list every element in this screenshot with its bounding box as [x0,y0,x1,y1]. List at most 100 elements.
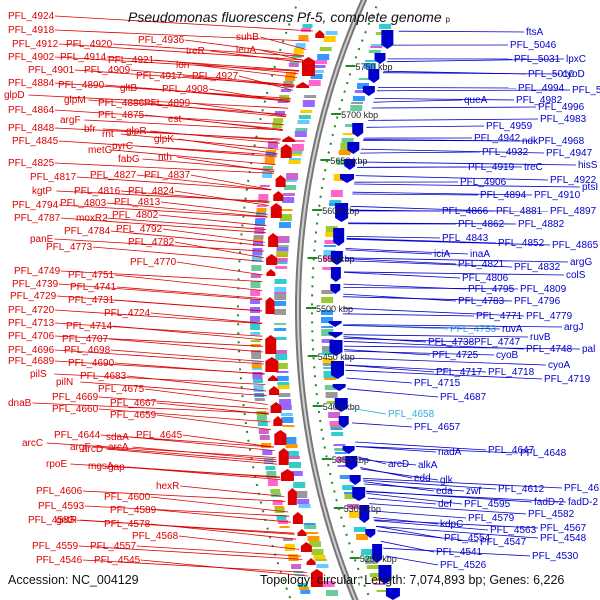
feature-block [298,504,311,508]
left-gene-label: arcC [22,438,43,449]
reverse-gene-arrow [374,53,386,64]
left-gene-label: glpK [154,134,174,145]
right-connector [398,30,525,33]
left-gene-label: PFL_4724 [104,308,151,319]
right-gene-label: colS [566,270,586,281]
left-gene-label: PFL_4782 [128,237,175,248]
left-gene-label: PFL_4773 [46,242,93,253]
left-gene-label: PFL_4784 [64,226,111,237]
feature-block [365,561,378,564]
feature-block [324,385,337,390]
feature-block [274,309,286,315]
left-gene-label: gntR [56,515,77,526]
feature-block [321,346,334,351]
left-gene-label: PFL_4824 [128,186,175,197]
feature-block [251,355,262,359]
left-connector [126,375,267,392]
reverse-gene-arrow [381,30,394,49]
feature-block [267,141,278,148]
left-gene-label: nth [158,152,172,163]
right-connector [344,257,569,263]
right-gene-label: PFL_4959 [486,121,533,132]
right-gene-label: PFL_5046 [510,40,557,51]
reverse-gene-arrow [330,361,344,379]
right-connector [374,520,489,531]
feature-block [325,392,338,398]
feature-block [285,75,296,81]
right-gene-label: PFL_4919 [468,162,515,173]
left-connector [136,174,272,191]
reverse-gene-arrow [328,332,343,338]
feature-block [276,371,289,373]
feature-block [261,443,272,448]
genome-backbone-highlight [297,0,365,600]
left-gene-label: PFL_4899 [144,98,191,109]
left-connector [108,338,264,353]
left-gene-label: PFL_4731 [68,295,115,306]
left-gene-label: PFL_4927 [192,71,239,82]
feature-block [298,115,311,119]
feature-block [270,489,281,493]
forward-gene-arrow [306,558,316,565]
feature-block [276,251,289,255]
feature-block [272,122,283,128]
reverse-gene-arrow [368,69,380,83]
left-connector [130,436,275,451]
feature-block [379,24,392,29]
left-connector [238,75,294,91]
forward-gene-arrow [265,297,275,314]
right-gene-label: PFL_4783 [458,296,505,307]
right-connector [360,151,481,154]
right-gene-label: zwf [466,486,481,497]
feature-block [251,350,261,355]
right-gene-label: PFL_4843 [442,233,489,244]
feature-block [290,471,303,476]
right-connector [366,125,485,128]
left-connector [112,325,263,341]
feature-block [250,323,261,330]
feature-block [253,385,264,392]
feature-block [258,429,269,434]
tick-label: 5650 kbp [330,156,367,166]
right-gene-label: nadA [438,447,462,458]
left-connector [60,217,266,234]
feature-block [250,340,261,342]
right-gene-label: fadD-2 [534,497,564,508]
right-gene-label: PFL_4983 [540,114,587,125]
reverse-gene-arrow [362,86,375,96]
reverse-strand-genes [328,30,400,600]
left-connector [112,149,276,166]
left-gene-label: gap [108,462,125,473]
forward-gene-arrow [265,335,277,354]
tick-label: 5500 kbp [316,304,353,314]
right-gene-label: PFL_4725 [432,350,479,361]
right-gene-label: PFL_4771 [476,311,523,322]
feature-block [291,144,304,151]
feature-block [255,218,266,220]
left-connector [160,201,268,215]
left-connector [110,230,265,246]
right-connector [364,483,465,492]
feature-block [344,492,356,494]
feature-block [322,351,335,355]
left-connector [162,228,265,243]
tick-label: 5350 kbp [332,455,369,465]
left-gene-label: argF [70,442,91,453]
right-gene-label: PFL_4530 [532,551,579,562]
feature-block [311,549,324,555]
feature-block [250,281,261,288]
feature-block [334,452,347,454]
left-gene-label: PFL_4802 [112,210,159,221]
right-connector [369,503,527,515]
right-connector [343,271,565,276]
right-connector [362,478,563,489]
right-gene-label: eda [436,486,453,497]
feature-block [277,520,288,524]
right-gene-label: PFL_4554 [444,533,491,544]
left-gene-label: fabG [118,154,140,165]
feature-block [325,31,338,35]
feature-block [356,534,369,540]
left-gene-label: suhB [236,32,259,43]
feature-block [314,559,327,561]
right-connector [355,175,549,181]
